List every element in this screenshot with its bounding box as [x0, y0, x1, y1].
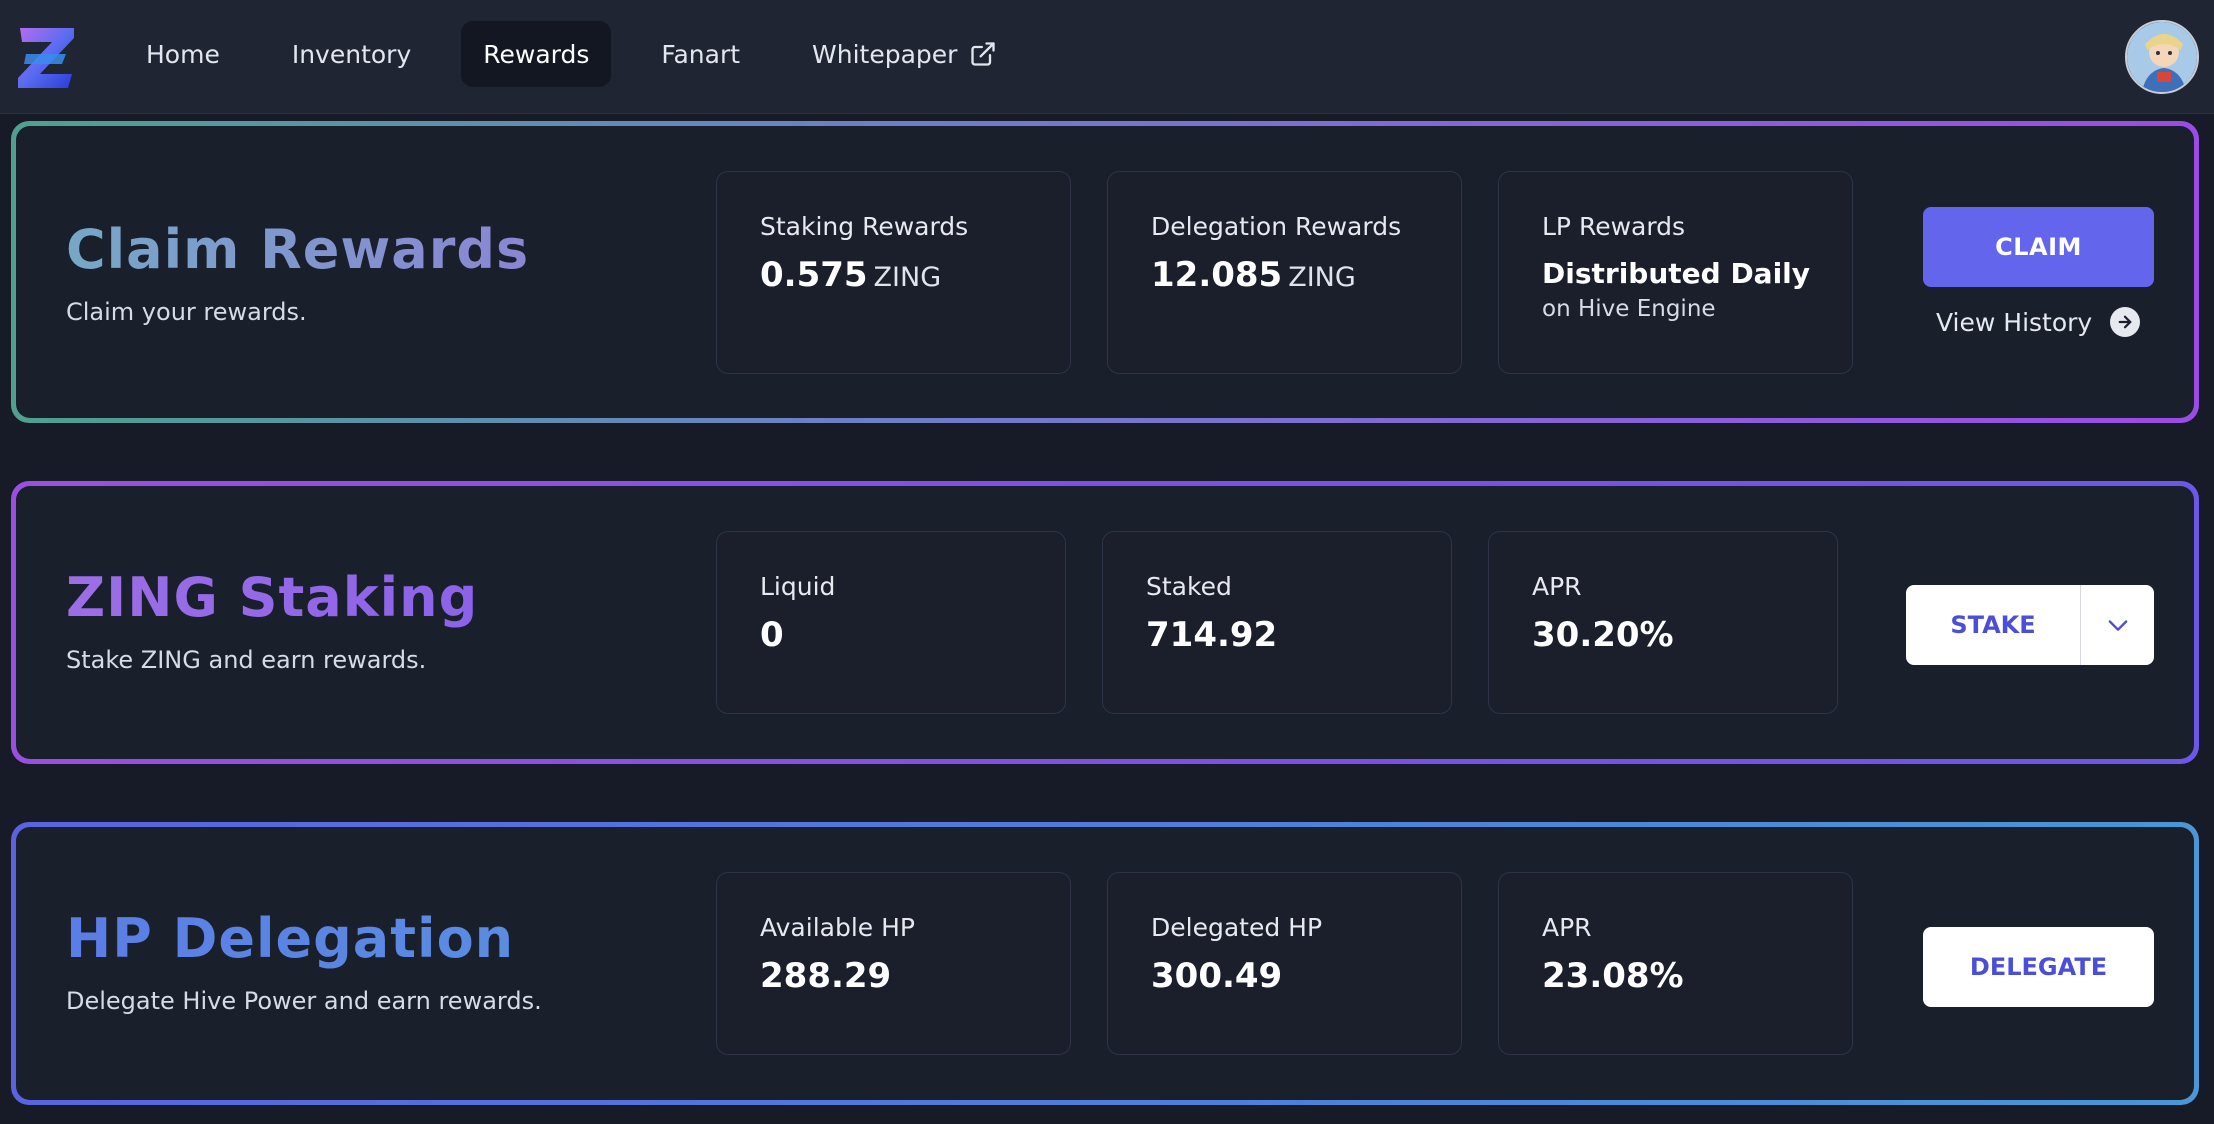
top-navbar: Home Inventory Rewards Fanart Whitepaper [0, 0, 2214, 114]
available-hp-label: Available HP [760, 913, 915, 942]
lp-rewards-value: Distributed Daily [1542, 257, 1811, 290]
staked-stat: Staked 714.92 [1102, 531, 1452, 714]
nav-rewards[interactable]: Rewards [461, 21, 612, 87]
claim-rewards-title: Claim Rewards [66, 218, 530, 281]
lp-rewards-note: on Hive Engine [1542, 296, 1716, 322]
hp-delegation-subtitle: Delegate Hive Power and earn rewards. [66, 987, 542, 1015]
delegated-hp-label: Delegated HP [1151, 913, 1323, 942]
arrow-right-circle-icon [2110, 307, 2141, 337]
liquid-stat: Liquid 0 [716, 531, 1066, 714]
staking-apr-stat: APR 30.20% [1488, 531, 1838, 714]
delegation-rewards-unit: ZING [1288, 262, 1356, 293]
zing-staking-card: ZING Staking Stake ZING and earn rewards… [11, 481, 2199, 764]
delegation-rewards-value-row: 12.085 ZING [1151, 255, 1461, 295]
stake-button-group: STAKE [1906, 585, 2154, 665]
nav-fanart[interactable]: Fanart [639, 21, 762, 87]
zing-staking-title: ZING Staking [66, 566, 479, 629]
claim-rewards-subtitle: Claim your rewards. [66, 298, 307, 326]
available-hp-value: 288.29 [760, 956, 892, 996]
user-avatar[interactable] [2125, 20, 2199, 94]
staking-apr-label: APR [1532, 572, 1582, 601]
nav-home[interactable]: Home [124, 21, 242, 87]
stake-dropdown-toggle[interactable] [2081, 585, 2154, 665]
lp-rewards-stat: LP Rewards Distributed Daily on Hive Eng… [1498, 171, 1853, 374]
staked-label: Staked [1146, 572, 1232, 601]
nav-fanart-label: Fanart [661, 39, 741, 69]
staked-value: 714.92 [1146, 615, 1278, 655]
delegation-rewards-stat: Delegation Rewards 12.085 ZING [1107, 171, 1462, 374]
staking-rewards-label: Staking Rewards [760, 212, 969, 241]
staking-rewards-value: 0.575 [760, 255, 868, 295]
staking-rewards-stat: Staking Rewards 0.575 ZING [716, 171, 1071, 374]
staking-apr-value: 30.20% [1532, 615, 1674, 655]
view-history-link[interactable]: View History [1936, 302, 2141, 342]
delegated-hp-stat: Delegated HP 300.49 [1107, 872, 1462, 1055]
available-hp-stat: Available HP 288.29 [716, 872, 1071, 1055]
nav-whitepaper[interactable]: Whitepaper [790, 21, 1019, 87]
nav-inventory-label: Inventory [291, 39, 412, 69]
chevron-down-icon [2108, 620, 2127, 631]
nav-home-label: Home [146, 39, 220, 69]
delegation-apr-stat: APR 23.08% [1498, 872, 1853, 1055]
delegation-rewards-label: Delegation Rewards [1151, 212, 1402, 241]
liquid-label: Liquid [760, 572, 836, 601]
nav-inventory[interactable]: Inventory [270, 21, 433, 87]
zing-staking-subtitle: Stake ZING and earn rewards. [66, 646, 427, 674]
claim-rewards-card: Claim Rewards Claim your rewards. Stakin… [11, 121, 2199, 423]
zing-logo-icon[interactable] [16, 24, 78, 92]
delegation-apr-value: 23.08% [1542, 956, 1684, 996]
main-nav: Home Inventory Rewards Fanart Whitepaper [124, 21, 1047, 87]
delegated-hp-value: 300.49 [1151, 956, 1283, 996]
external-link-icon [971, 42, 996, 66]
claim-button[interactable]: CLAIM [1923, 207, 2154, 287]
nav-whitepaper-label: Whitepaper [812, 39, 958, 69]
staking-rewards-unit: ZING [873, 262, 942, 293]
stake-button[interactable]: STAKE [1950, 611, 2036, 639]
hp-delegation-title: HP Delegation [66, 907, 515, 970]
stake-divider [2080, 585, 2081, 665]
view-history-label: View History [1936, 307, 2093, 337]
delegation-apr-label: APR [1542, 913, 1592, 942]
delegate-button[interactable]: DELEGATE [1923, 927, 2154, 1007]
delegation-rewards-value: 12.085 [1151, 255, 1283, 295]
liquid-value: 0 [760, 615, 784, 655]
lp-rewards-label: LP Rewards [1542, 212, 1686, 241]
staking-rewards-value-row: 0.575 ZING [760, 255, 1070, 295]
hp-delegation-card: HP Delegation Delegate Hive Power and ea… [11, 822, 2199, 1105]
nav-rewards-label: Rewards [483, 39, 590, 69]
